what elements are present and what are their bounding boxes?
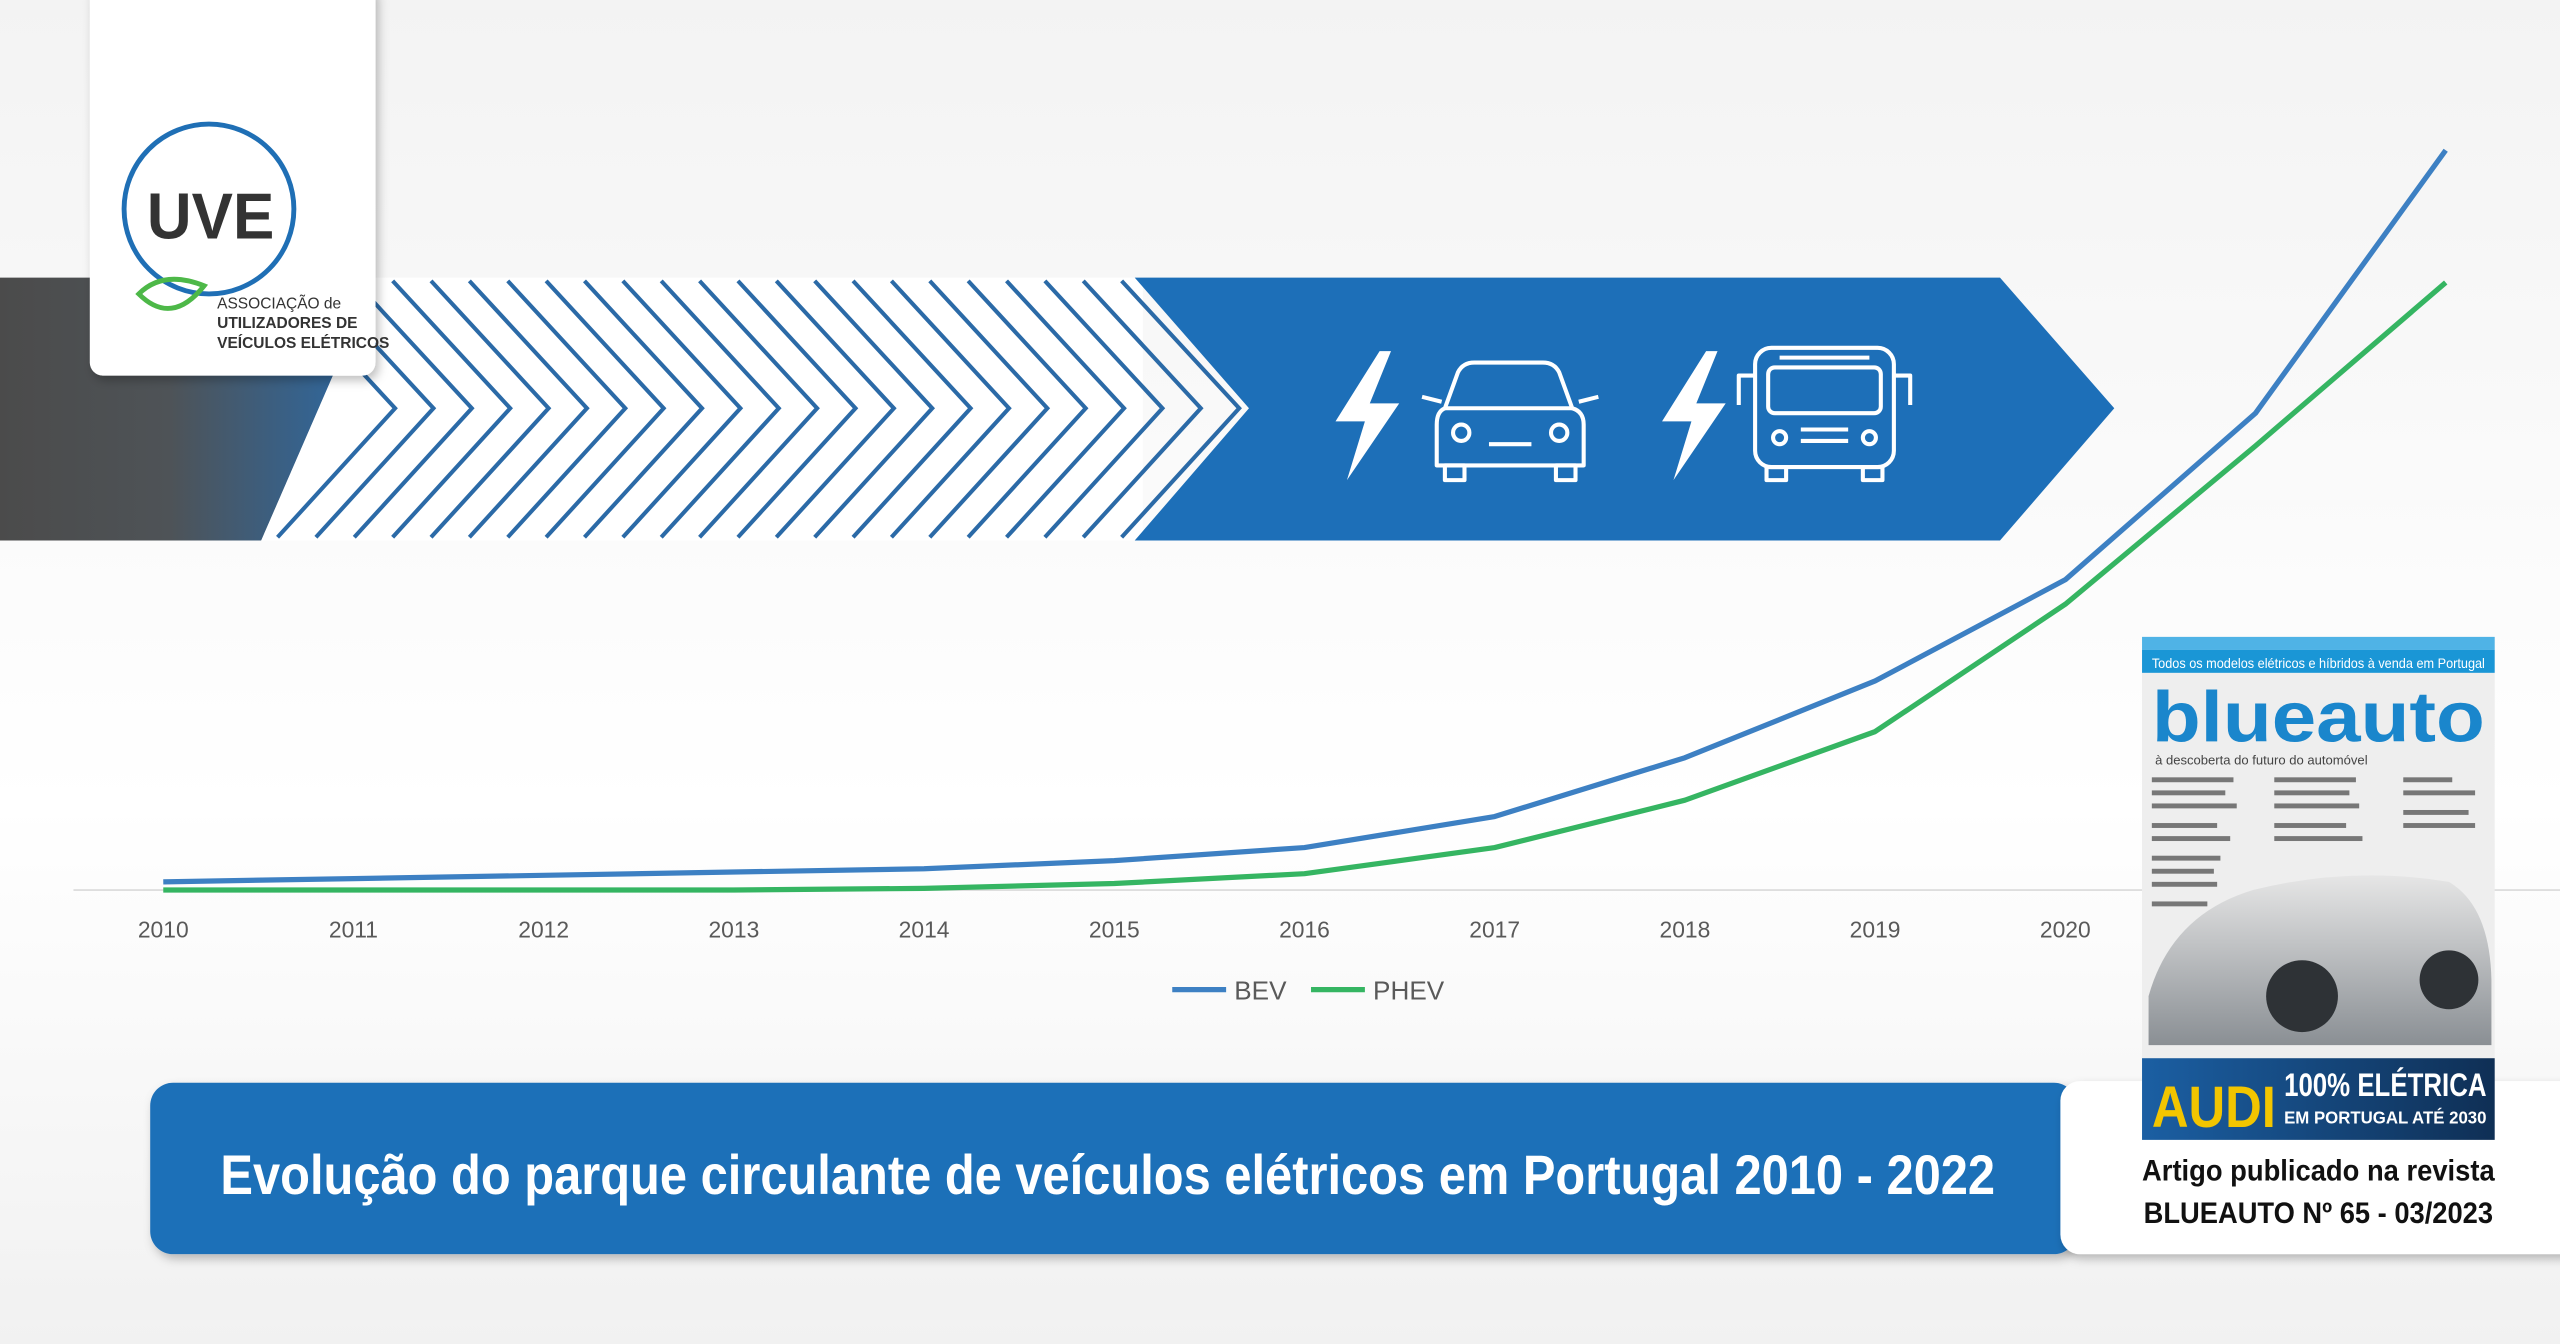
x-tick-label: 2014 — [899, 916, 950, 942]
cover-wheel — [2266, 960, 2338, 1033]
x-tick-label: 2013 — [708, 916, 759, 942]
logo-text: VEÍCULOS ELÉTRICOS — [217, 335, 389, 352]
cover-name: blueauto — [2152, 677, 2485, 757]
logo-acronym: UVE — [147, 179, 274, 252]
cover-subheadline: EM PORTUGAL ATÉ 2030 — [2284, 1107, 2486, 1128]
chevron — [391, 279, 513, 539]
chevron — [1043, 279, 1166, 539]
x-tick-label: 2017 — [1469, 916, 1520, 942]
chevron — [544, 279, 667, 539]
chevron — [621, 279, 744, 539]
logo-leaf — [135, 276, 209, 311]
x-tick-label: 2018 — [1659, 916, 1710, 942]
cover-banner-text: Todos os modelos elétricos e híbridos à … — [2152, 655, 2485, 671]
legend-label: BEV — [1234, 975, 1287, 1005]
cover-car — [2148, 875, 2492, 1046]
chevron — [928, 279, 1051, 539]
x-tick-label: 2016 — [1279, 916, 1330, 942]
chevron — [429, 279, 552, 539]
legend-label: PHEV — [1373, 975, 1445, 1005]
chevron — [851, 279, 974, 539]
cover-tagline: à descoberta do futuro do automóvel — [2155, 752, 2368, 767]
logo-text: UTILIZADORES DE — [217, 315, 357, 332]
cover-brand: AUDI — [2152, 1075, 2276, 1140]
x-tick-label: 2015 — [1089, 916, 1140, 942]
logo-text: ASSOCIAÇÃO de — [217, 296, 341, 313]
series-line — [163, 148, 2448, 885]
chevron — [1081, 279, 1204, 539]
title: Evolução do parque circulante de veículo… — [220, 1144, 1995, 1206]
chevron — [352, 279, 475, 539]
cover-columns — [2151, 777, 2476, 907]
cover-bottom — [2142, 1058, 2495, 1140]
chevron — [506, 279, 629, 539]
chevron — [889, 279, 1012, 539]
chevrons — [276, 279, 1242, 539]
banner-arrow — [1134, 277, 2115, 541]
chevron — [736, 279, 859, 539]
chevron — [774, 279, 897, 539]
cover-wheel — [2419, 950, 2479, 1010]
chevron — [1120, 279, 1242, 539]
title-bar — [150, 1082, 2077, 1255]
chevron — [813, 279, 936, 539]
caption-line: BLUEAUTO Nº 65 - 03/2023 — [2144, 1197, 2493, 1230]
caption-line: Artigo publicado na revista — [2142, 1155, 2495, 1188]
x-tick-label: 2019 — [1850, 916, 1901, 942]
chevron — [467, 279, 590, 539]
x-tick-label: 2012 — [518, 916, 569, 942]
chevron — [659, 279, 782, 539]
cover-strip — [2142, 636, 2495, 650]
cover-banner — [2142, 649, 2495, 673]
x-tick-label: 2011 — [329, 916, 378, 942]
x-tick-label: 2010 — [138, 916, 189, 942]
chevron — [966, 279, 1089, 539]
chevron — [1005, 279, 1127, 539]
chevron — [582, 279, 705, 539]
series-line — [163, 280, 2448, 893]
chart: 2010 2011 2012 2013 2014 2015 2016 2017 2018 2019… — [138, 148, 2448, 1005]
icons — [1335, 345, 1913, 483]
logo-circle — [121, 121, 297, 297]
chevron — [698, 279, 820, 539]
cover-headline: 100% ELÉTRICA — [2284, 1066, 2486, 1103]
x-tick-label: 2020 — [2040, 916, 2091, 942]
magazine-cover: Todos os modelos elétricos e híbridos à … — [2142, 636, 2495, 1140]
